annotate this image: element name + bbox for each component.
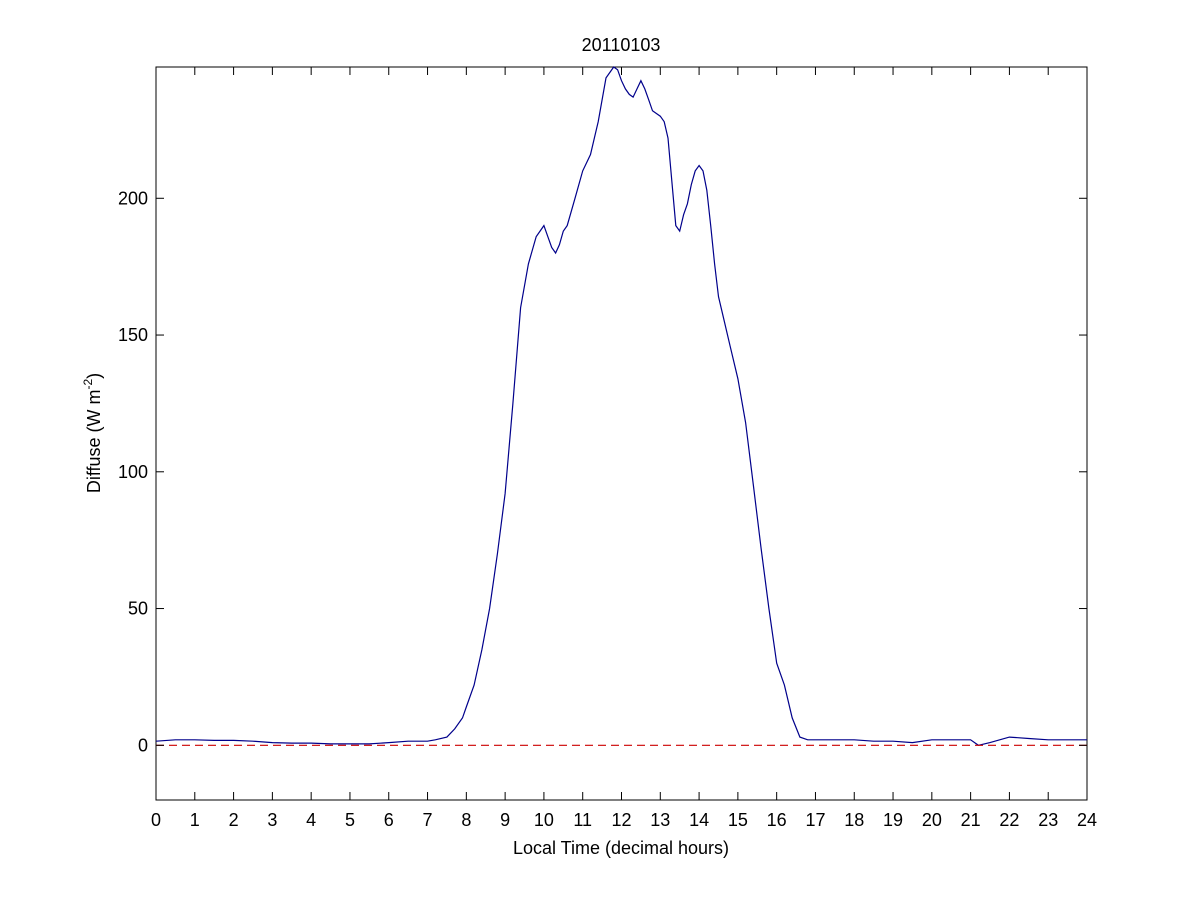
x-tick-label: 20 <box>922 810 942 830</box>
x-tick-label: 4 <box>306 810 316 830</box>
plot-area-frame <box>155 66 1088 801</box>
x-tick-label: 12 <box>611 810 631 830</box>
y-tick-label: 50 <box>128 599 148 619</box>
y-tick-label: 200 <box>118 188 148 208</box>
x-tick-label: 13 <box>650 810 670 830</box>
x-tick-label: 18 <box>844 810 864 830</box>
diffuse-series-line <box>155 66 1087 746</box>
y-tick-label: 100 <box>118 462 148 482</box>
x-tick-label: 15 <box>728 810 748 830</box>
y-tick-label: 0 <box>138 735 148 755</box>
x-tick-label: 1 <box>190 810 200 830</box>
x-tick-label: 0 <box>151 810 161 830</box>
y-axis-title-superscript: -2 <box>81 378 95 389</box>
y-axis-title: Diffuse (W m-2) <box>81 373 104 493</box>
x-tick-label: 14 <box>689 810 709 830</box>
x-axis-title: Local Time (decimal hours) <box>513 838 729 858</box>
x-tick-label: 19 <box>883 810 903 830</box>
x-tick-label: 8 <box>461 810 471 830</box>
x-tick-label: 11 <box>573 810 592 830</box>
x-tick-label: 22 <box>999 810 1019 830</box>
x-tick-label: 9 <box>500 810 510 830</box>
x-tick-label: 5 <box>345 810 355 830</box>
x-tick-label: 23 <box>1038 810 1058 830</box>
x-tick-label: 21 <box>961 810 981 830</box>
x-tick-label: 10 <box>534 810 554 830</box>
x-tick-label: 7 <box>423 810 433 830</box>
y-tick-label: 150 <box>118 325 148 345</box>
x-tick-label: 6 <box>384 810 394 830</box>
x-tick-label: 3 <box>267 810 277 830</box>
x-tick-label: 16 <box>767 810 787 830</box>
x-tick-label: 24 <box>1077 810 1097 830</box>
x-tick-label: 17 <box>805 810 825 830</box>
x-tick-label: 2 <box>229 810 239 830</box>
chart-title: 20110103 <box>582 35 661 55</box>
y-axis-title-prefix: Diffuse (W m <box>84 389 104 493</box>
y-axis-title-suffix: ) <box>84 373 104 379</box>
